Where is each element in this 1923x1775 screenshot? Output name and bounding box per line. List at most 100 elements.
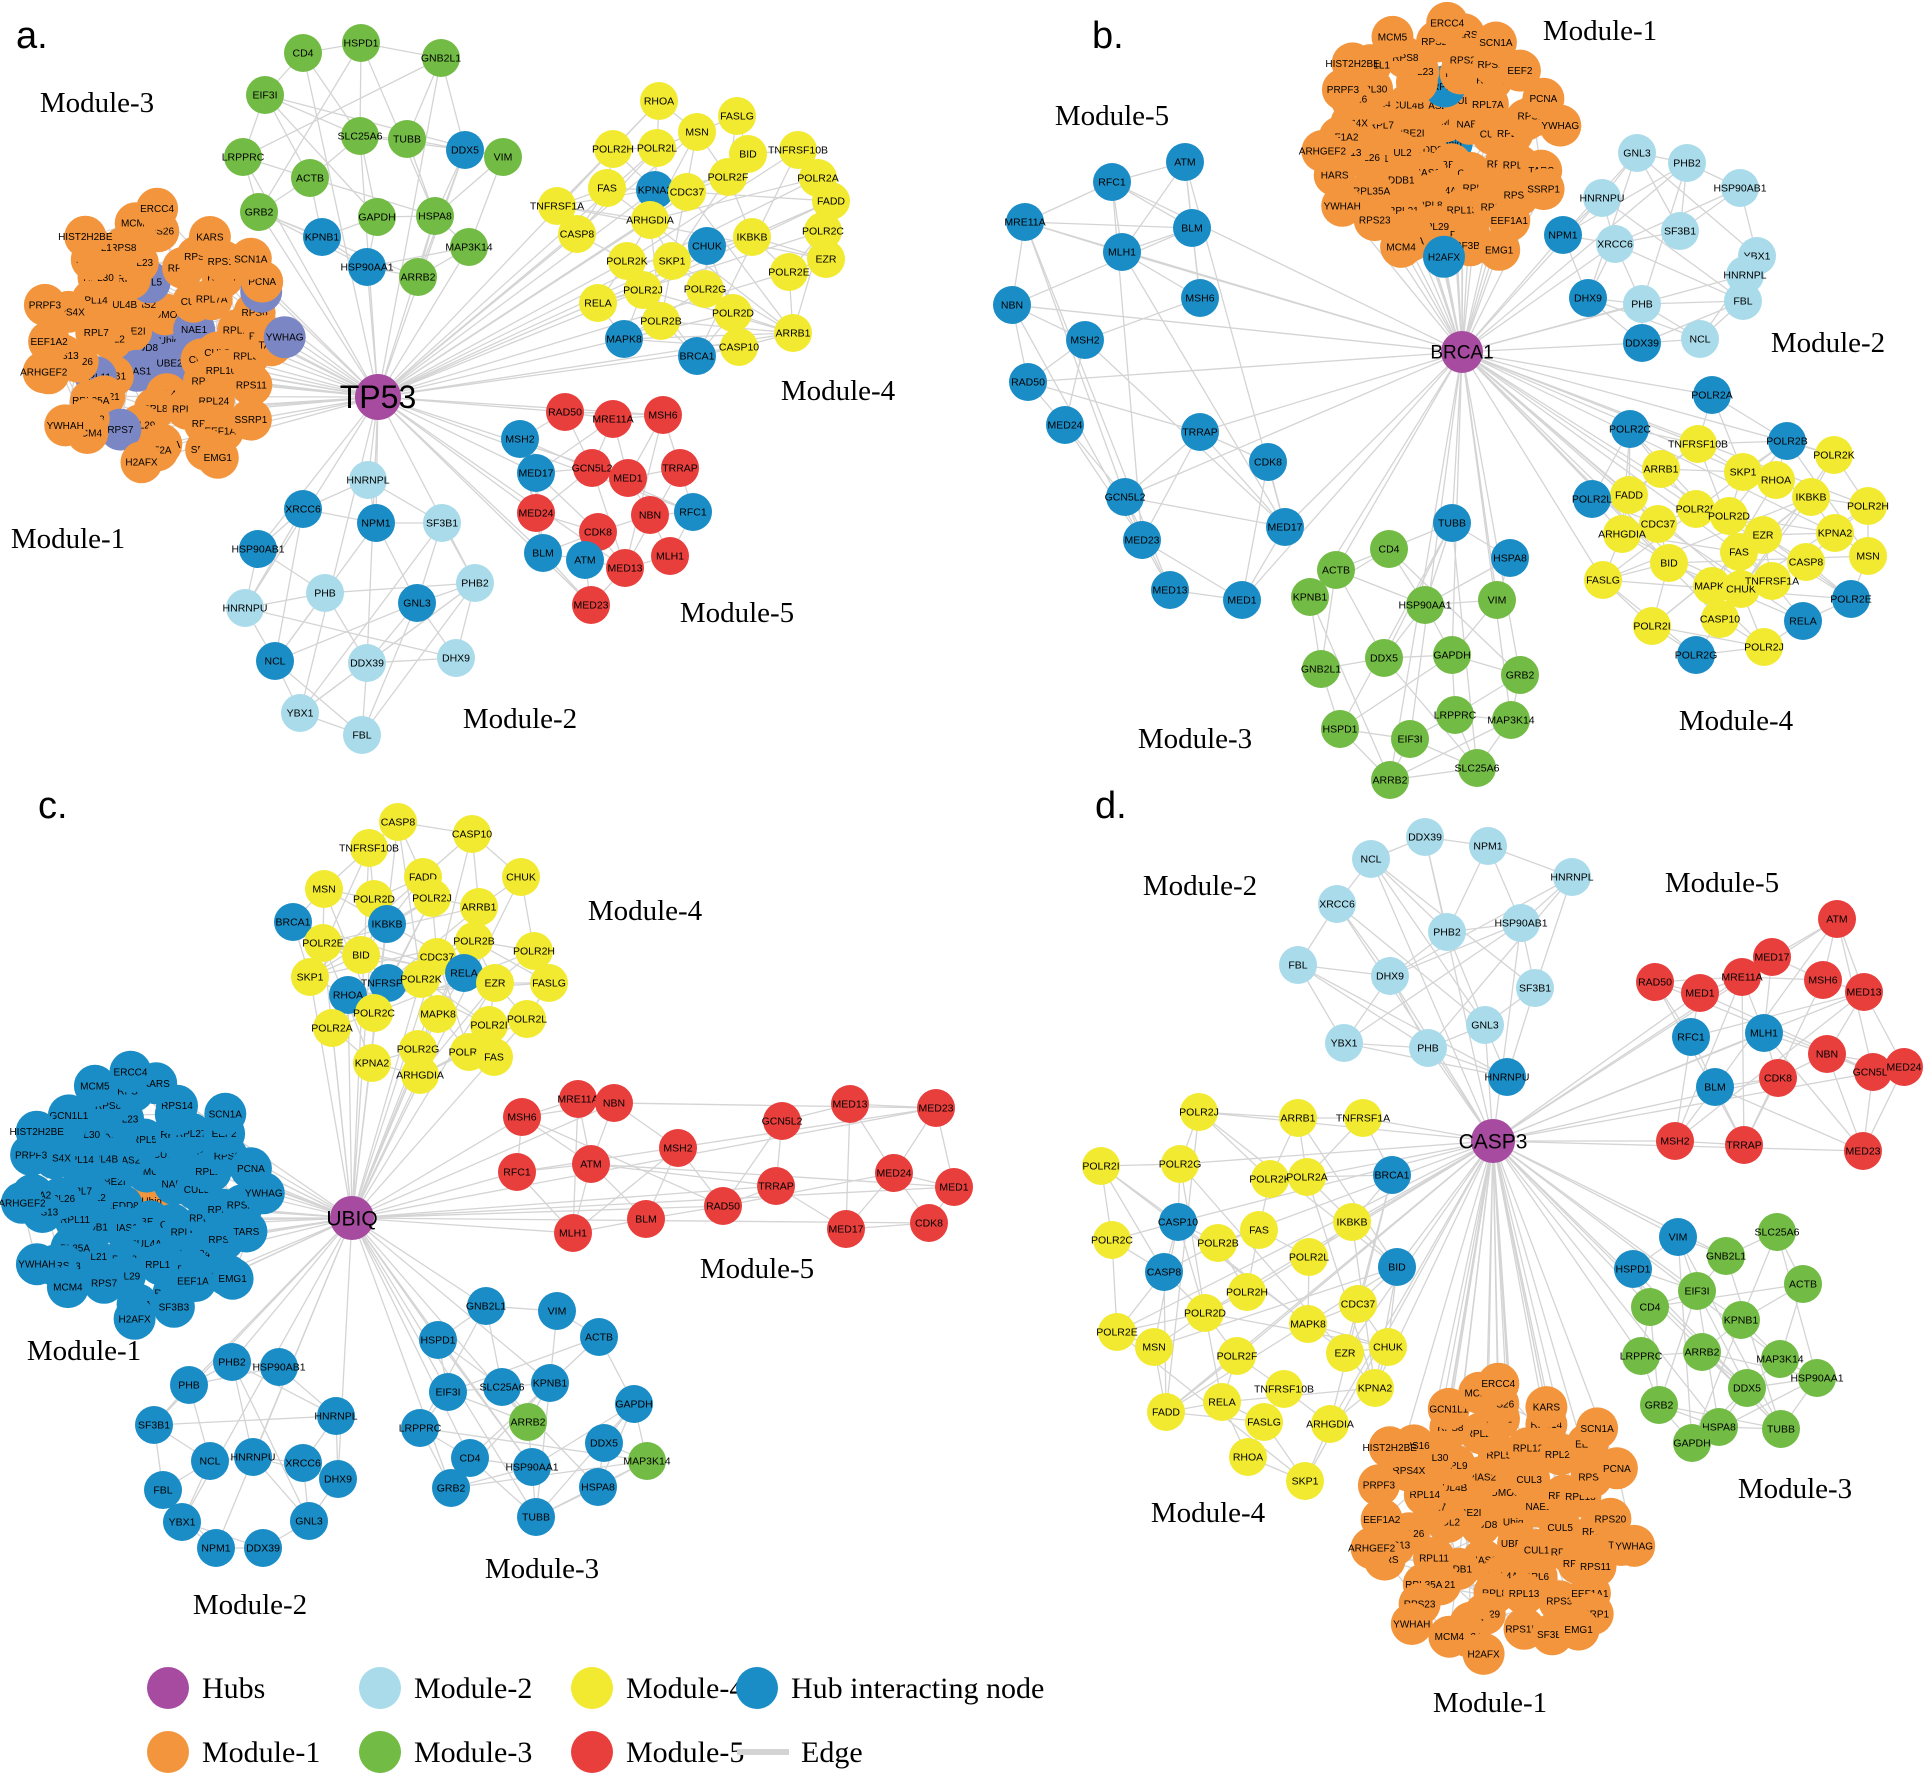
node-DDX5[interactable]: DDX5 [446, 131, 484, 169]
node-KPNA2[interactable]: KPNA2 [1816, 514, 1854, 552]
node-BRCA1[interactable]: BRCA1 [274, 903, 312, 941]
node-MSN[interactable]: MSN [305, 870, 343, 908]
node-RAD50[interactable]: RAD50 [546, 393, 584, 431]
node-FASLG[interactable]: FASLG [1245, 1403, 1283, 1441]
node-BLM[interactable]: BLM [1173, 209, 1211, 247]
node-POLR2C[interactable]: POLR2C [1609, 410, 1651, 448]
node-NPM1[interactable]: NPM1 [1469, 827, 1507, 865]
node-ARHGEF2[interactable]: ARHGEF2 [20, 351, 68, 394]
node-FAS[interactable]: FAS [475, 1038, 513, 1076]
node-EMG1[interactable]: EMG1 [196, 436, 239, 479]
node-MSH6[interactable]: MSH6 [503, 1098, 541, 1136]
node-RHOA[interactable]: RHOA [1229, 1438, 1267, 1476]
node-MCM4[interactable]: MCM4 [1428, 1615, 1471, 1658]
node-HNRNPU[interactable]: HNRNPU [231, 1438, 276, 1476]
node-MAPK8[interactable]: MAPK8 [605, 320, 643, 358]
node-XRCC6[interactable]: XRCC6 [284, 1444, 322, 1482]
node-EIF3I[interactable]: EIF3I [1678, 1272, 1716, 1310]
node-POLR2E[interactable]: POLR2E [1096, 1313, 1138, 1351]
node-FADD[interactable]: FADD [1147, 1393, 1185, 1431]
node-VIM[interactable]: VIM [484, 138, 522, 176]
node-MSN[interactable]: MSN [678, 113, 716, 151]
node-GCN5L2[interactable]: GCN5L2 [572, 449, 613, 487]
node-HIST2H2BE[interactable]: HIST2H2BE [1362, 1426, 1417, 1469]
node-MLH1[interactable]: MLH1 [1745, 1014, 1783, 1052]
node-YWHAG[interactable]: YWHAG [242, 1172, 285, 1215]
node-TUBB[interactable]: TUBB [517, 1498, 555, 1536]
node-SLC25A6[interactable]: SLC25A6 [480, 1368, 525, 1406]
node-DDX39[interactable]: DDX39 [1623, 324, 1661, 362]
node-MED1[interactable]: MED1 [935, 1168, 973, 1206]
node-ARHGEF2[interactable]: ARHGEF2 [1299, 130, 1347, 172]
node-GNB2L1[interactable]: GNB2L1 [1301, 650, 1341, 688]
node-HNRNPL[interactable]: HNRNPL [346, 461, 390, 499]
node-MED17[interactable]: MED17 [827, 1210, 865, 1248]
node-MED13[interactable]: MED13 [1845, 973, 1883, 1011]
node-ACTB[interactable]: ACTB [1784, 1265, 1822, 1303]
node-CDC37[interactable]: CDC37 [1639, 505, 1677, 543]
node-ATM[interactable]: ATM [1818, 900, 1856, 938]
node-HIST2H2BE[interactable]: HIST2H2BE [1325, 42, 1380, 85]
node-RELA[interactable]: RELA [445, 954, 483, 992]
node-YWHAG[interactable]: YWHAG [263, 316, 306, 359]
node-BLM[interactable]: BLM [524, 534, 562, 572]
node-LRPPRC[interactable]: LRPPRC [222, 138, 265, 176]
node-POLR2L[interactable]: POLR2L [1572, 480, 1612, 518]
node-YWHAH[interactable]: YWHAH [1321, 184, 1364, 227]
node-POLR2H[interactable]: POLR2H [1226, 1273, 1268, 1311]
node-GCN5L2[interactable]: GCN5L2 [1853, 1053, 1894, 1091]
node-GNB2L1[interactable]: GNB2L1 [466, 1287, 506, 1325]
node-NPM1[interactable]: NPM1 [1544, 216, 1582, 254]
node-TRRAP[interactable]: TRRAP [1181, 413, 1219, 451]
node-HSPD1[interactable]: HSPD1 [1614, 1250, 1652, 1288]
node-H2AFX[interactable]: H2AFX [113, 1297, 156, 1340]
node-EMG1[interactable]: EMG1 [211, 1257, 254, 1300]
node-KARS[interactable]: KARS [1525, 1386, 1568, 1429]
hub-node-BRCA1[interactable]: BRCA1 [1430, 331, 1494, 373]
node-MED17[interactable]: MED17 [1753, 938, 1791, 976]
node-MCM4[interactable]: MCM4 [46, 1266, 89, 1309]
node-SCN1A[interactable]: SCN1A [204, 1092, 247, 1135]
node-BID[interactable]: BID [1378, 1248, 1416, 1286]
node-MED23[interactable]: MED23 [572, 586, 610, 624]
node-ARRB2[interactable]: ARRB2 [1683, 1333, 1721, 1371]
node-MRE11A[interactable]: MRE11A [557, 1080, 599, 1118]
node-FADD[interactable]: FADD [1610, 476, 1648, 514]
node-POLR2D[interactable]: POLR2D [1708, 497, 1750, 535]
node-BLM[interactable]: BLM [627, 1200, 665, 1238]
node-KPNB1[interactable]: KPNB1 [1291, 578, 1329, 616]
node-MED17[interactable]: MED17 [517, 454, 555, 492]
node-PHB[interactable]: PHB [170, 1366, 208, 1404]
node-PHB2[interactable]: PHB2 [213, 1343, 251, 1381]
node-SLC25A6[interactable]: SLC25A6 [1455, 749, 1500, 787]
node-PRPF3[interactable]: PRPF3 [1357, 1464, 1400, 1507]
node-TUBB[interactable]: TUBB [1762, 1410, 1800, 1448]
node-EZR[interactable]: EZR [1326, 1334, 1364, 1372]
node-POLR2J[interactable]: POLR2J [1744, 628, 1784, 666]
node-YWHAH[interactable]: YWHAH [15, 1243, 58, 1286]
node-ACTB[interactable]: ACTB [1317, 551, 1355, 589]
node-NBN[interactable]: NBN [1808, 1035, 1846, 1073]
node-H2AFX[interactable]: H2AFX [120, 441, 163, 484]
node-MSH2[interactable]: MSH2 [501, 420, 539, 458]
node-POLR2K[interactable]: POLR2K [1813, 436, 1855, 474]
node-ARHGEF2[interactable]: ARHGEF2 [0, 1181, 46, 1224]
node-POLR2B[interactable]: POLR2B [640, 302, 682, 340]
node-POLR2C[interactable]: POLR2C [353, 994, 395, 1032]
node-DDX5[interactable]: DDX5 [1728, 1369, 1766, 1407]
node-SKP1[interactable]: SKP1 [1724, 453, 1762, 491]
node-MED23[interactable]: MED23 [917, 1089, 955, 1127]
node-POLR2D[interactable]: POLR2D [1184, 1294, 1226, 1332]
node-HIST2H2BE[interactable]: HIST2H2BE [9, 1110, 64, 1153]
node-POLR2A[interactable]: POLR2A [1286, 1158, 1328, 1196]
node-RPS11[interactable]: RPS11 [230, 363, 273, 406]
node-BRCA1[interactable]: BRCA1 [678, 337, 716, 375]
node-GNB2L1[interactable]: GNB2L1 [1706, 1237, 1746, 1275]
node-SKP1[interactable]: SKP1 [291, 958, 329, 996]
node-HSP90AB1[interactable]: HSP90AB1 [1713, 169, 1767, 207]
node-GNB2L1[interactable]: GNB2L1 [421, 39, 461, 77]
node-HNRNPU[interactable]: HNRNPU [223, 589, 268, 627]
node-RPS7[interactable]: RPS7 [83, 1261, 126, 1304]
node-EEF2[interactable]: EEF2 [1498, 49, 1541, 92]
node-ARRB2[interactable]: ARRB2 [399, 258, 437, 296]
